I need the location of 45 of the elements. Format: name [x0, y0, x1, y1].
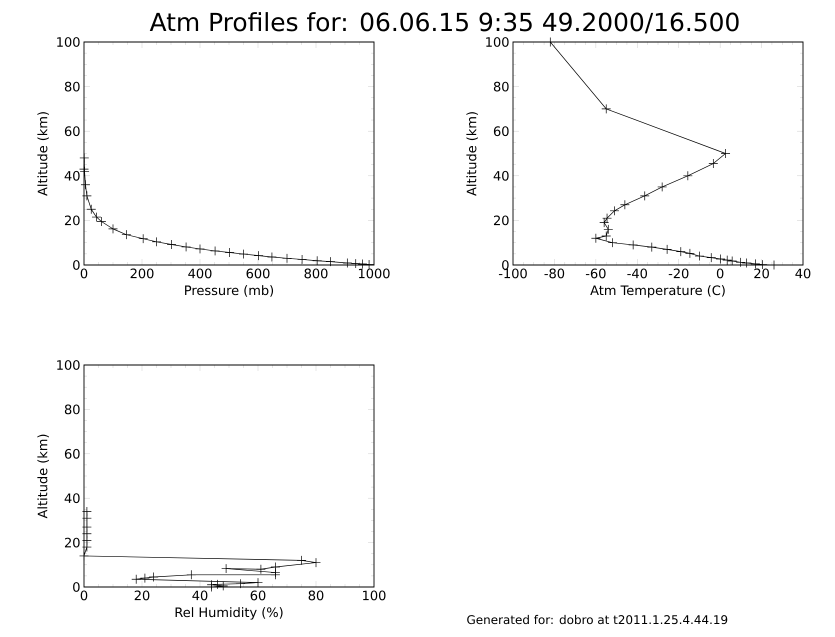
x-tick-label: 800 — [304, 268, 328, 278]
x-tick-label: 60 — [250, 590, 266, 600]
y-tick-label: 80 — [494, 82, 509, 92]
text: Atm Profiles for: 06.06.15 9:35 49.2000/16.500 — [150, 12, 739, 34]
x-axis-title: Pressure (mb) — [185, 285, 274, 297]
x-tick-label: 80 — [308, 590, 324, 600]
x-tick-label: 0 — [80, 268, 88, 278]
y-tick-label: 0 — [73, 582, 80, 592]
x-tick-label: 40 — [795, 268, 810, 278]
x-tick-label: 0 — [716, 268, 724, 278]
x-tick-label: -60 — [586, 268, 606, 278]
x-tick-label: -20 — [668, 268, 688, 278]
y-tick-label: 40 — [64, 493, 80, 504]
y-tick-label: 40 — [64, 170, 80, 181]
x-tick-label: 20 — [754, 268, 769, 278]
y-tick-label: 100 — [57, 37, 80, 47]
x-tick-label: 600 — [246, 268, 270, 278]
x-tick-label: 1000 — [358, 268, 390, 278]
y-tick-label: 20 — [64, 216, 80, 226]
y-axis-title: Altitude (km) — [37, 434, 49, 518]
x-axis-title: Rel Humidity (%) — [176, 607, 283, 620]
y-tick-label: 0 — [73, 260, 80, 270]
x-tick-label: 200 — [130, 268, 154, 278]
y-tick-label: 100 — [486, 37, 509, 47]
y-tick-label: 20 — [64, 538, 80, 548]
y-axis-title: Altitude (km) — [466, 112, 478, 196]
y-tick-label: 60 — [64, 126, 80, 136]
y-tick-label: 100 — [57, 360, 80, 370]
y-tick-label: 80 — [64, 82, 80, 92]
x-tick-label: -80 — [544, 268, 564, 278]
x-tick-label: 100 — [363, 590, 386, 600]
y-tick-label: 60 — [64, 448, 80, 459]
x-tick-label: 20 — [134, 590, 150, 600]
x-tick-label: 0 — [80, 590, 88, 600]
x-tick-label: 40 — [192, 590, 208, 600]
y-tick-label: 80 — [64, 404, 80, 414]
x-tick-label: -100 — [498, 268, 527, 278]
y-axis-title: Altitude (km) — [37, 112, 49, 196]
x-tick-label: 400 — [188, 268, 212, 278]
y-tick-label: 40 — [494, 170, 509, 181]
x-axis-title: Atm Temperature (C) — [590, 285, 725, 298]
y-tick-label: 60 — [494, 126, 509, 136]
x-tick-label: -40 — [627, 268, 648, 278]
text: Generated for: dobro at t2011.1.25.4.44.19 — [467, 614, 728, 624]
y-tick-label: 20 — [494, 216, 509, 226]
